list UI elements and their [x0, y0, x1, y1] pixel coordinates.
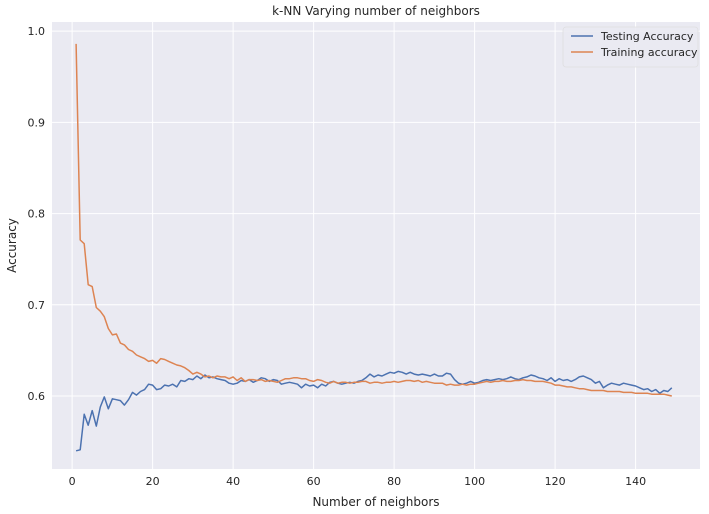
y-tick-label: 1.0 — [28, 25, 46, 38]
x-tick-label: 140 — [625, 475, 646, 488]
y-tick-labels: 0.6 0.7 0.8 0.9 1.0 — [28, 25, 46, 403]
x-tick-label: 120 — [545, 475, 566, 488]
x-axis-label: Number of neighbors — [312, 495, 439, 509]
series-group — [75, 43, 673, 452]
x-tick-label: 80 — [387, 475, 401, 488]
x-tick-label: 100 — [464, 475, 485, 488]
legend: Testing Accuracy Training accuracy — [562, 26, 699, 68]
legend-box — [562, 26, 699, 68]
y-tick-label: 0.7 — [28, 299, 46, 312]
y-tick-label: 0.8 — [28, 208, 46, 221]
y-tick-label: 0.9 — [28, 116, 46, 129]
x-tick-labels: 0 20 40 60 80 100 120 140 — [69, 475, 646, 488]
y-axis-label: Accuracy — [5, 218, 19, 273]
plot-area — [52, 22, 700, 469]
chart-title: k-NN Varying number of neighbors — [272, 4, 480, 18]
x-tick-label: 20 — [146, 475, 160, 488]
legend-label-2: Training accuracy — [600, 46, 698, 59]
x-tick-label: 0 — [69, 475, 76, 488]
x-tick-label: 60 — [307, 475, 321, 488]
legend-label-1: Testing Accuracy — [600, 30, 694, 43]
y-tick-label: 0.6 — [28, 390, 46, 403]
series-line-1 — [75, 370, 673, 452]
x-tick-label: 40 — [226, 475, 240, 488]
series-line-2 — [75, 43, 672, 397]
